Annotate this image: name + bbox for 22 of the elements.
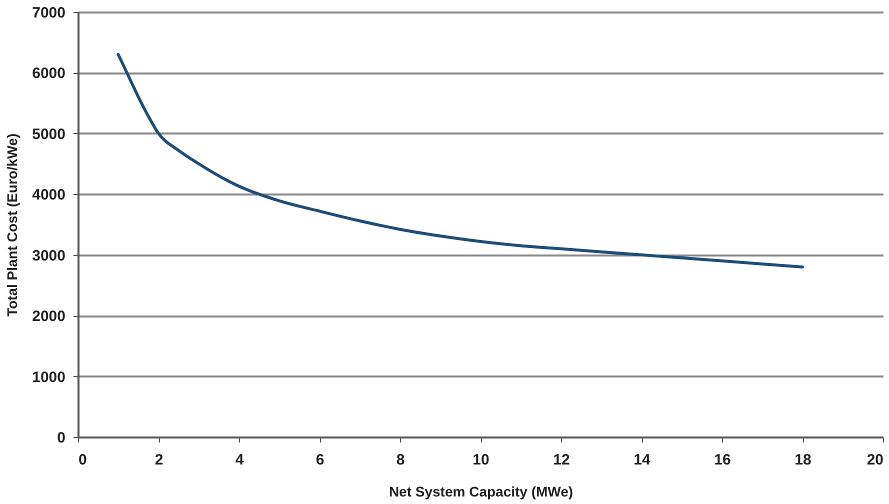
y-tick-label: 4000 <box>32 186 66 204</box>
x-tick-label: 12 <box>553 452 570 468</box>
x-tick-label: 2 <box>154 452 164 468</box>
y-tick-label: 5000 <box>32 126 66 143</box>
line-series <box>116 53 804 268</box>
y-tick-label: 7000 <box>32 4 66 22</box>
x-tick-label: 14 <box>634 452 651 468</box>
y-tick-label: 0 <box>57 430 66 446</box>
x-tick-label: 0 <box>78 452 87 468</box>
x-tick-label: 6 <box>316 452 324 468</box>
y-tick-label: 3000 <box>32 247 66 264</box>
y-tick-label: 6000 <box>32 65 66 82</box>
x-axis-title: Net System Capacity (MWe) <box>388 484 574 500</box>
x-tick-label: 18 <box>794 452 812 468</box>
x-tick-label: 4 <box>235 452 244 468</box>
y-tick-label: 2000 <box>32 308 66 326</box>
x-tick-label: 16 <box>714 452 731 468</box>
y-tick-label: 1000 <box>32 368 66 386</box>
y-axis-title: Total Plant Cost (Euro/kWe) <box>4 133 20 317</box>
x-tick-label: 20 <box>866 452 884 468</box>
x-tick-label: 10 <box>472 452 490 468</box>
x-tick-label: 8 <box>396 452 405 468</box>
